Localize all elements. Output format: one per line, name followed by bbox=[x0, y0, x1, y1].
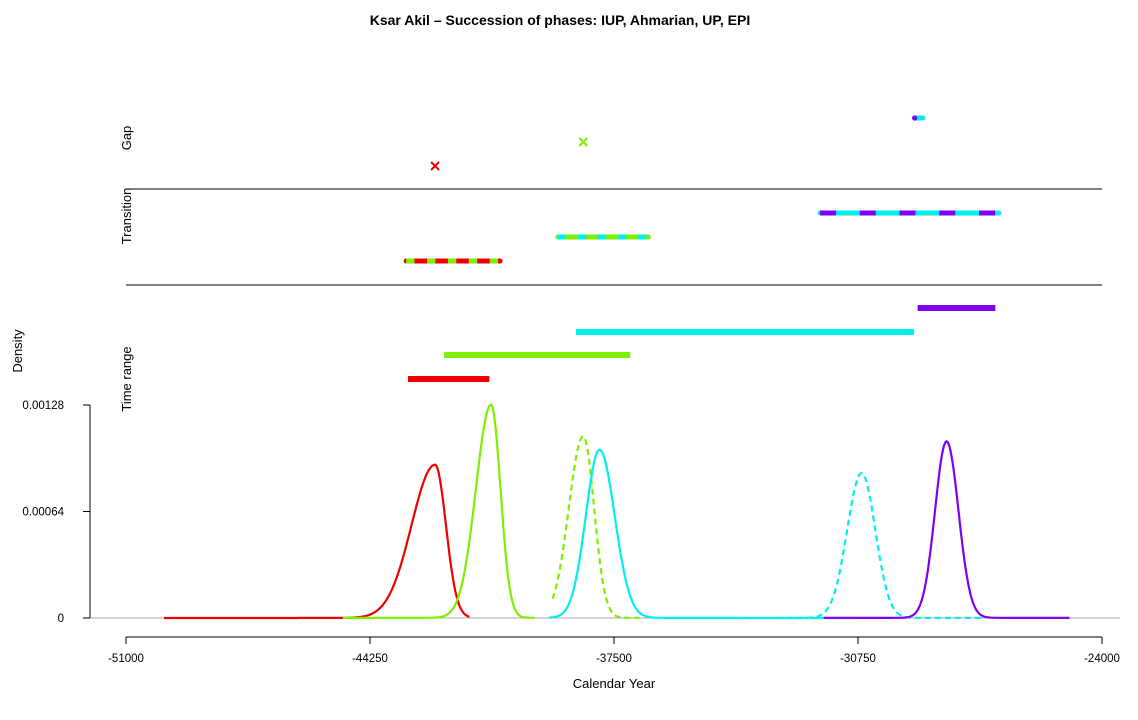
chart-title: Ksar Akil – Succession of phases: IUP, A… bbox=[370, 12, 750, 28]
x-tick-label: -30750 bbox=[840, 653, 876, 665]
x-axis-label: Calendar Year bbox=[573, 676, 656, 691]
panel-label-transition: Transition bbox=[119, 188, 134, 245]
y-tick-label: 0 bbox=[58, 613, 64, 625]
density-curve bbox=[777, 473, 983, 618]
y-axis-label: Density bbox=[10, 329, 25, 373]
density-curve bbox=[824, 441, 1070, 618]
panel-label-gap: Gap bbox=[119, 126, 134, 151]
y-tick-label: 0.00064 bbox=[22, 507, 64, 519]
panel-label-time-range: Time range bbox=[119, 346, 134, 411]
gap-marker bbox=[912, 115, 917, 120]
x-tick-label: -51000 bbox=[108, 653, 144, 665]
density-curve bbox=[549, 450, 856, 618]
y-tick-label: 0.00128 bbox=[22, 400, 64, 412]
x-tick-label: -37500 bbox=[596, 653, 632, 665]
x-tick-label: -24000 bbox=[1084, 653, 1120, 665]
x-tick-label: -44250 bbox=[352, 653, 388, 665]
gaps bbox=[431, 115, 923, 170]
density-curve bbox=[164, 465, 469, 618]
density-curves bbox=[164, 405, 1070, 618]
transitions bbox=[406, 213, 999, 261]
density-curve bbox=[553, 436, 640, 618]
ticks: -51000 -44250 -37500 -30750 -24000 0 0.00064 0.… bbox=[22, 400, 1119, 665]
time-ranges bbox=[408, 308, 995, 379]
density-curve bbox=[343, 405, 535, 618]
